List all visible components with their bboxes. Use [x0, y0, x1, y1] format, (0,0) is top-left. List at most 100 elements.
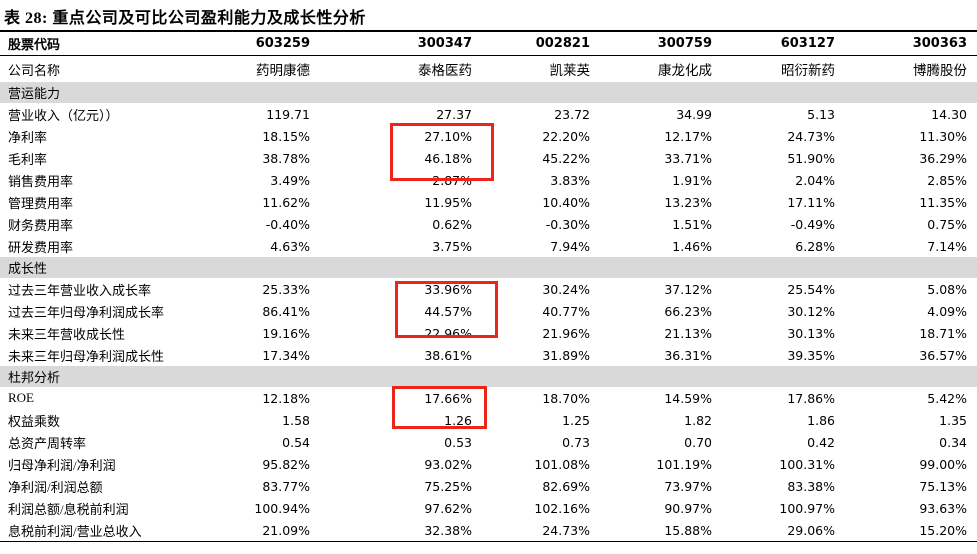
- table-row: 公司名称 药明康德 泰格医药 凯莱英 康龙化成 昭衍新药 博腾股份: [0, 56, 977, 83]
- value-cell: 3.75%: [432, 238, 472, 254]
- value-cell: 33.71%: [664, 150, 712, 166]
- company-name-cell: 昭衍新药: [781, 63, 835, 78]
- value-cell: 101.19%: [656, 456, 712, 472]
- table-row: 股票代码 603259 300347 002821 300759 603127 300363: [0, 31, 977, 56]
- value-cell: 51.90%: [787, 150, 835, 166]
- table-row: 过去三年归母净利润成长率 86.41% 44.57% 40.77% 66.23% 30.1…: [0, 300, 977, 322]
- value-cell: 93.63%: [919, 500, 967, 516]
- value-cell: 1.58: [282, 412, 310, 428]
- value-cell: 1.91%: [672, 172, 712, 188]
- table-row: 净利率 18.15% 27.10% 22.20% 12.17% 24.73% 11.30%: [0, 125, 977, 147]
- row-label: 权益乘数: [8, 413, 61, 429]
- value-cell: 15.88%: [664, 522, 712, 538]
- row-label: 利润总额/息税前利润: [8, 501, 129, 517]
- value-cell: 100.97%: [779, 500, 835, 516]
- value-cell: 1.46%: [672, 238, 712, 254]
- table-row: 息税前利润/营业总收入 21.09% 32.38% 24.73% 15.88% 29.06…: [0, 519, 977, 542]
- value-cell: 25.54%: [787, 281, 835, 297]
- section-header: 杜邦分析: [0, 366, 977, 387]
- row-label: 归母净利润/净利润: [8, 457, 116, 473]
- company-name-cell: 药明康德: [256, 63, 310, 78]
- row-label: 销售费用率: [8, 173, 74, 189]
- value-cell: 22.20%: [542, 128, 590, 144]
- value-cell: 24.73%: [542, 522, 590, 538]
- value-cell: 10.40%: [542, 194, 590, 210]
- value-cell: 11.62%: [262, 194, 310, 210]
- value-cell: 1.51%: [672, 216, 712, 232]
- value-cell: 33.96%: [424, 281, 472, 297]
- value-cell: 83.77%: [262, 478, 310, 494]
- section-header: 成长性: [0, 257, 977, 278]
- row-label-stock-code: 股票代码: [0, 31, 185, 56]
- table-row: 毛利率 38.78% 46.18% 45.22% 33.71% 51.90% 36.29%: [0, 147, 977, 169]
- stock-code-cell: 300363: [845, 31, 977, 56]
- stock-code-cell: 603259: [185, 31, 320, 56]
- value-cell: 101.08%: [534, 456, 590, 472]
- row-label: 未来三年归母净利润成长性: [8, 348, 165, 364]
- row-label-company-name: 公司名称: [8, 62, 61, 78]
- value-cell: 19.16%: [262, 325, 310, 341]
- value-cell: 0.62%: [432, 216, 472, 232]
- value-cell: 32.38%: [424, 522, 472, 538]
- row-label: 净利率: [8, 129, 48, 145]
- row-label: 管理费用率: [8, 195, 74, 211]
- value-cell: 18.15%: [262, 128, 310, 144]
- value-cell: 5.42%: [927, 390, 967, 406]
- financial-comparison-table: 股票代码 603259 300347 002821 300759 603127 300363…: [0, 30, 977, 542]
- row-label: 营业收入（亿元））: [8, 107, 119, 123]
- value-cell: 0.53: [444, 434, 472, 450]
- company-name-cell: 博腾股份: [913, 63, 967, 78]
- table-row: 过去三年营业收入成长率 25.33% 33.96% 30.24% 37.12% 25.54…: [0, 278, 977, 300]
- table-row: 权益乘数 1.58 1.26 1.25 1.82 1.86 1.35: [0, 409, 977, 431]
- table-title: 表 28: 重点公司及可比公司盈利能力及成长性分析: [4, 10, 366, 27]
- value-cell: 11.35%: [919, 194, 967, 210]
- value-cell: 44.57%: [424, 303, 472, 319]
- stock-code-cell: 002821: [482, 31, 600, 56]
- value-cell: 5.13: [807, 106, 835, 122]
- value-cell: 38.78%: [262, 150, 310, 166]
- value-cell: 18.70%: [542, 390, 590, 406]
- value-cell: 4.63%: [270, 238, 310, 254]
- value-cell: 30.12%: [787, 303, 835, 319]
- value-cell: 90.97%: [664, 500, 712, 516]
- value-cell: 1.26: [444, 412, 472, 428]
- value-cell: 14.30: [931, 106, 967, 122]
- value-cell: 21.13%: [664, 325, 712, 341]
- value-cell: 97.62%: [424, 500, 472, 516]
- row-label: 总资产周转率: [8, 435, 87, 451]
- row-label: 过去三年营业收入成长率: [8, 282, 152, 298]
- stock-code-cell: 300759: [600, 31, 722, 56]
- value-cell: 29.06%: [787, 522, 835, 538]
- value-cell: 27.37: [436, 106, 472, 122]
- section-header-row: 营运能力: [0, 82, 977, 103]
- value-cell: 93.02%: [424, 456, 472, 472]
- company-name-cell: 康龙化成: [658, 63, 712, 78]
- stock-code-cell: 300347: [320, 31, 482, 56]
- table-row: 管理费用率 11.62% 11.95% 10.40% 13.23% 17.11% 11.35…: [0, 191, 977, 213]
- value-cell: 37.12%: [664, 281, 712, 297]
- row-label: ROE: [8, 390, 34, 405]
- value-cell: 18.71%: [919, 325, 967, 341]
- value-cell: 14.59%: [664, 390, 712, 406]
- value-cell: 12.18%: [262, 390, 310, 406]
- value-cell: 102.16%: [534, 500, 590, 516]
- value-cell: 0.70: [684, 434, 712, 450]
- value-cell: 25.33%: [262, 281, 310, 297]
- value-cell: 22.96%: [424, 325, 472, 341]
- company-name-cell: 泰格医药: [418, 63, 472, 78]
- section-header-row: 杜邦分析: [0, 366, 977, 387]
- value-cell: 75.25%: [424, 478, 472, 494]
- table-row: 利润总额/息税前利润 100.94% 97.62% 102.16% 90.97% 100.…: [0, 497, 977, 519]
- value-cell: 17.66%: [424, 390, 472, 406]
- value-cell: 100.31%: [779, 456, 835, 472]
- value-cell: 0.73: [562, 434, 590, 450]
- value-cell: 2.04%: [795, 172, 835, 188]
- table-row: 未来三年营收成长性 19.16% 22.96% 21.96% 21.13% 30.13% 1…: [0, 322, 977, 344]
- value-cell: 1.82: [684, 412, 712, 428]
- value-cell: 73.97%: [664, 478, 712, 494]
- value-cell: 13.23%: [664, 194, 712, 210]
- value-cell: 38.61%: [424, 347, 472, 363]
- row-label: 研发费用率: [8, 239, 74, 255]
- value-cell: 2.87%: [432, 172, 472, 188]
